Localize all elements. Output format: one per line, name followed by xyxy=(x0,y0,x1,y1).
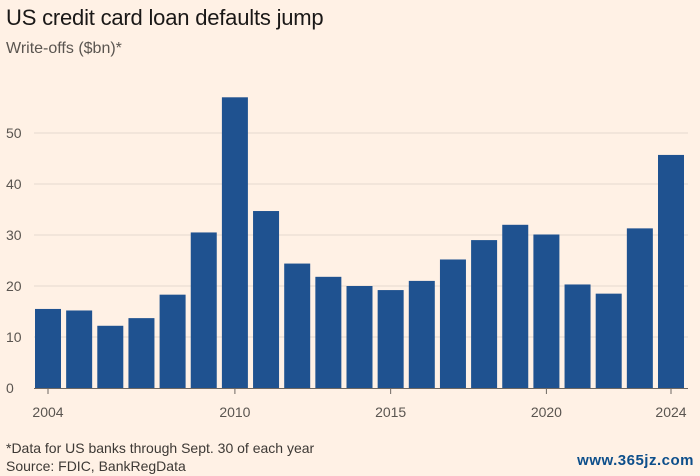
y-tick-label: 20 xyxy=(6,278,22,294)
bar xyxy=(284,263,311,388)
y-tick-label: 0 xyxy=(6,380,14,396)
bar xyxy=(439,259,466,388)
bar xyxy=(159,294,186,388)
watermark: www.365jz.com xyxy=(577,452,694,469)
bar xyxy=(66,310,93,388)
bar xyxy=(97,325,124,388)
bar xyxy=(346,286,373,388)
bar xyxy=(564,284,591,388)
chart-subtitle: Write-offs ($bn)* xyxy=(6,40,122,57)
y-tick-label: 40 xyxy=(6,176,22,192)
x-tick-label: 2004 xyxy=(32,404,63,420)
bar xyxy=(595,293,622,388)
y-tick-label: 10 xyxy=(6,329,22,345)
chart-title: US credit card loan defaults jump xyxy=(6,5,324,30)
x-tick-label: 2020 xyxy=(531,404,562,420)
bar xyxy=(253,211,280,388)
y-tick-label: 50 xyxy=(6,125,22,141)
chart-source: Source: FDIC, BankRegData xyxy=(6,458,186,474)
bar xyxy=(533,234,560,388)
bar xyxy=(658,154,684,388)
x-tick-label: 2024 xyxy=(655,404,686,420)
x-tick-label: 2015 xyxy=(375,404,406,420)
x-tick-label: 2010 xyxy=(219,404,250,420)
chart-footnote: *Data for US banks through Sept. 30 of e… xyxy=(6,440,315,456)
bar xyxy=(35,308,61,388)
bar xyxy=(315,276,342,388)
bar xyxy=(128,318,155,388)
bar xyxy=(408,280,435,388)
y-tick-label: 30 xyxy=(6,227,22,243)
bar xyxy=(626,228,653,388)
bar xyxy=(502,224,529,388)
bar xyxy=(221,97,248,389)
bar xyxy=(377,290,404,388)
bar xyxy=(190,232,217,388)
bar xyxy=(471,240,498,388)
